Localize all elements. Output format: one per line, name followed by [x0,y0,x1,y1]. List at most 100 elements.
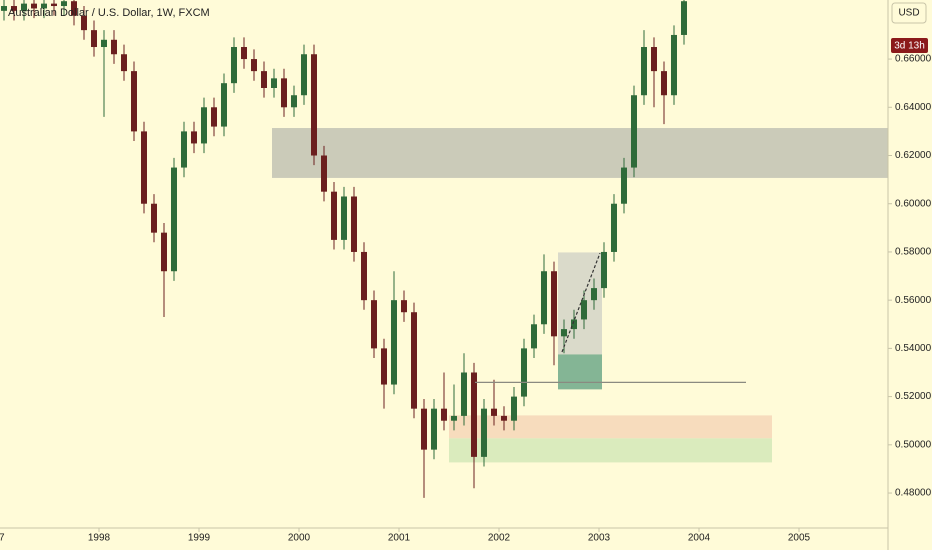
candle-body [501,415,507,421]
currency-box[interactable] [891,2,927,24]
candle-body [541,271,547,325]
candle-body [61,1,67,7]
candle-body [121,54,127,72]
candle-body [231,47,237,84]
candle-body [321,155,327,192]
zone [558,252,602,355]
annotation-line [561,252,601,353]
y-tick-label: 0.50000 [895,439,932,450]
candle-body [491,408,497,416]
candle-body [571,319,577,330]
candle-body [481,408,487,457]
candle-body [21,3,27,11]
x-tick-label: 2004 [688,533,711,544]
candle-body [521,348,527,397]
candle-body [581,300,587,320]
candle-body [291,95,297,108]
y-tick-label: 0.54000 [895,343,932,354]
x-tick-label: 2002 [488,533,511,544]
candle-body [451,415,457,421]
candle-body [241,47,247,60]
candle-body [221,83,227,127]
candle-body [181,131,187,168]
y-tick-label: 0.66000 [895,54,932,65]
candle-body [631,95,637,168]
candle-body [161,232,167,272]
x-tick-label: 1998 [88,533,111,544]
candle-body [351,196,357,252]
candle-body [621,167,627,204]
zone [272,128,888,178]
candle-body [361,251,367,301]
candle-body [661,71,667,96]
zone [449,415,772,439]
candle-body [461,372,467,416]
candle-body [341,196,347,240]
chart-title: Australian Dollar / U.S. Dollar, 1W, FXC… [8,7,210,19]
currency[interactable]: USD [898,8,919,19]
x-tick-label: 2000 [288,533,311,544]
y-tick-label: 0.52000 [895,391,932,402]
y-tick-label: 0.64000 [895,102,932,113]
candle-body [101,39,107,48]
candle-body [531,324,537,349]
candle-body [71,1,77,16]
zone [558,354,602,390]
x-tick-label: 1999 [188,533,211,544]
candle-body [141,131,147,204]
candle-body [201,107,207,144]
candle-body [41,3,47,9]
candle-body [431,408,437,450]
candle-body [391,300,397,385]
candle-body [401,300,407,313]
candle-body [131,71,137,132]
candle-body [681,1,687,35]
candle-body [601,251,607,289]
candle-body [671,34,677,96]
candle-body [261,71,267,88]
candle-body [191,131,197,144]
y-tick-label: 0.62000 [895,150,932,161]
x-tick-label: 97 [0,533,5,544]
candle-body [111,39,117,55]
candle-body [611,203,617,252]
countdown-badge [891,38,928,53]
candle-body [51,3,57,7]
candle-body [171,167,177,272]
candle-body [251,59,257,72]
candle-body [151,203,157,233]
x-tick-label: 2005 [788,533,811,544]
candle-body [301,54,307,96]
candle-body [211,107,217,127]
candle-body [271,78,277,88]
candle-body [651,47,657,72]
candle-body [31,3,37,9]
candle-body [441,408,447,421]
candle-body [311,54,317,156]
candle-body [91,30,97,48]
candle-body [81,15,87,31]
y-tick-label: 0.58000 [895,247,932,258]
candle-body [471,372,477,457]
candle-body [411,312,417,409]
plot-area [0,0,888,498]
x-tick-label: 2001 [388,533,411,544]
candle-body [11,6,17,11]
candle-body [561,329,567,337]
candle-body [511,396,517,421]
candle-body [641,47,647,96]
candle-body [371,300,377,349]
zone [449,438,772,463]
y-tick-label: 0.56000 [895,295,932,306]
candle-body [591,288,597,301]
candle-body [421,408,427,450]
candle-body [0,6,7,11]
candle-body [381,348,387,385]
countdown: 3d 13h [894,41,925,52]
x-tick-label: 2003 [588,533,611,544]
y-tick-label: 0.60000 [895,198,932,209]
y-tick-label: 0.48000 [895,488,932,499]
candle-body [551,271,557,337]
